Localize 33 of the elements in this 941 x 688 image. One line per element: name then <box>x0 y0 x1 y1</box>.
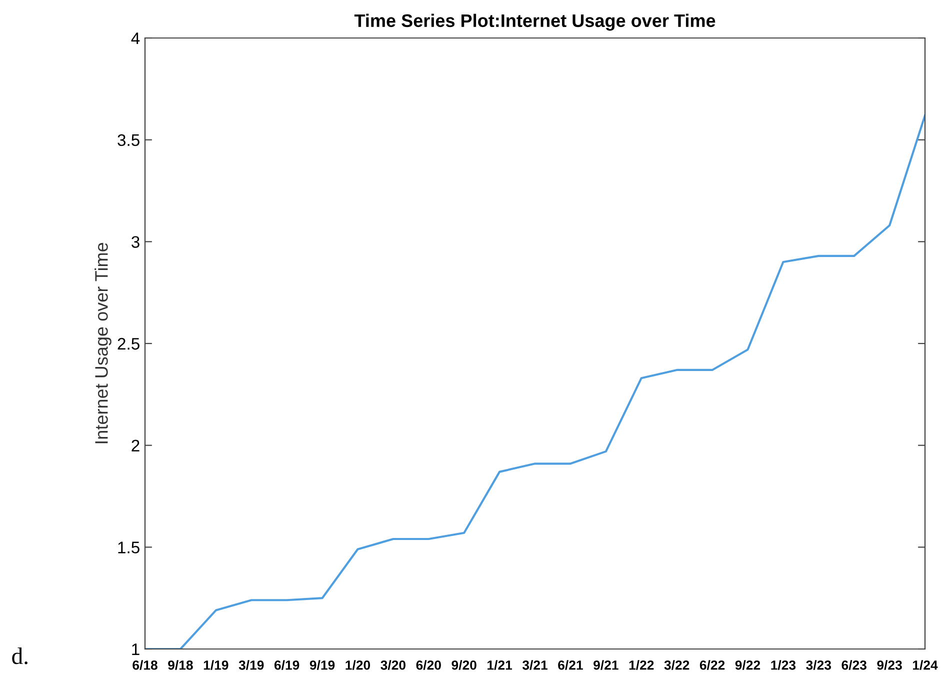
x-tick-label: 6/21 <box>558 660 583 670</box>
x-tick-label: 6/23 <box>842 660 866 670</box>
x-tick-label: 1/22 <box>629 660 654 670</box>
x-tick-label: 1/24 <box>912 660 938 670</box>
x-tick-label: 6/20 <box>416 660 441 670</box>
y-tick-label: 3.5 <box>118 134 140 146</box>
x-tick-label: 6/18 <box>132 660 158 670</box>
x-tick-label: 3/21 <box>522 660 548 670</box>
x-tick-label: 6/19 <box>274 660 300 670</box>
text: d. <box>12 648 28 664</box>
y-tick-label: 1 <box>132 644 140 656</box>
x-tick-label: 3/20 <box>380 660 406 670</box>
y-axis-title: Internet Usage over Time <box>94 242 112 444</box>
x-tick-label: 1/23 <box>771 660 796 670</box>
x-tick-label: 3/19 <box>238 660 264 670</box>
x-tick-label: 3/22 <box>664 660 690 670</box>
x-tick-label: 1/19 <box>204 660 228 670</box>
x-tick-label: 9/18 <box>168 660 193 670</box>
x-tick-label: 3/23 <box>806 660 831 670</box>
x-tick-label: 9/20 <box>452 660 476 670</box>
y-tick-label: 3 <box>132 236 140 248</box>
y-tick-label: 1.5 <box>118 542 140 554</box>
x-tick-label: 9/22 <box>735 660 760 670</box>
y-tick-label: 2.5 <box>118 338 140 350</box>
x-tick-label: 1/20 <box>346 660 370 670</box>
y-tick-label: 2 <box>132 440 140 452</box>
x-tick-label: 1/21 <box>488 660 512 670</box>
chart-title: Time Series Plot:Internet Usage over Time <box>354 14 716 31</box>
x-tick-label: 9/23 <box>877 660 902 670</box>
y-tick-label: 4 <box>131 32 140 44</box>
x-tick-label: 9/21 <box>594 660 618 670</box>
x-tick-label: 9/19 <box>310 660 335 670</box>
x-tick-label: 6/22 <box>700 660 725 670</box>
